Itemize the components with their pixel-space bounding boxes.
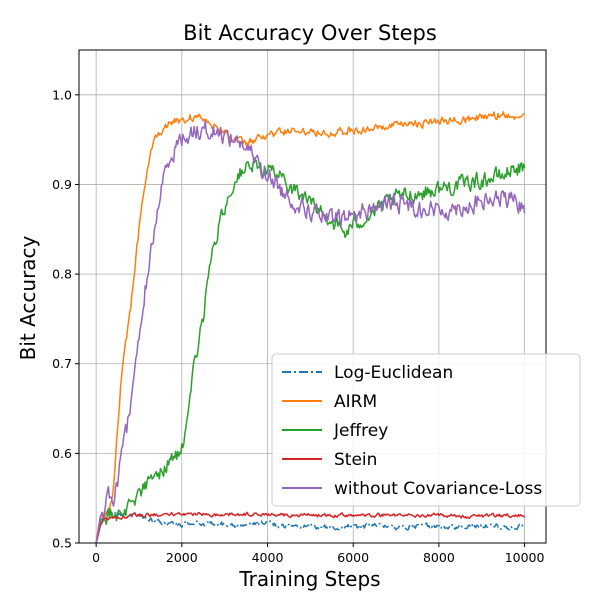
series-layer [95,111,526,543]
x-tick-label: 10000 [505,550,545,565]
x-axis-label: Training Steps [238,567,380,591]
y-tick-label: 1.0 [52,87,72,102]
plot-frame [78,49,547,544]
y-tick-label: 0.9 [52,177,72,192]
legend-label: Stein [334,450,377,470]
x-tick-label: 4000 [252,550,284,565]
ticks: 0 2000 4000 6000 8000 10000 0.5 0.6 0.7 0.8 0.9 1.0 [52,87,544,565]
x-tick-label: 8000 [423,550,455,565]
y-tick-label: 0.8 [52,267,72,282]
y-tick-label: 0.7 [52,356,72,371]
series-line-without-covariance-loss [95,120,526,543]
series-line-log-euclidean [95,511,526,543]
legend-label: Log-Euclidean [334,363,453,383]
x-tick-label: 2000 [166,550,198,565]
legend-label: AIRM [334,392,377,412]
x-tick-label: 6000 [337,550,369,565]
y-tick-label: 0.6 [52,446,72,461]
chart-title: Bit Accuracy Over Steps [183,21,437,45]
legend-box [271,353,581,507]
series-line-jeffrey [95,157,526,543]
legend-label: Jeffrey [333,421,388,441]
series-line-stein [95,511,526,543]
series-line-airm [95,111,525,543]
y-tick-label: 0.5 [52,536,72,551]
legend-label: without Covariance-Loss [334,479,542,499]
x-tick-label: 0 [92,550,100,565]
legend: Log-Euclidean AIRM Jeffrey Stein without Cov… [271,353,581,507]
y-axis-label: Bit Accuracy [16,235,40,360]
